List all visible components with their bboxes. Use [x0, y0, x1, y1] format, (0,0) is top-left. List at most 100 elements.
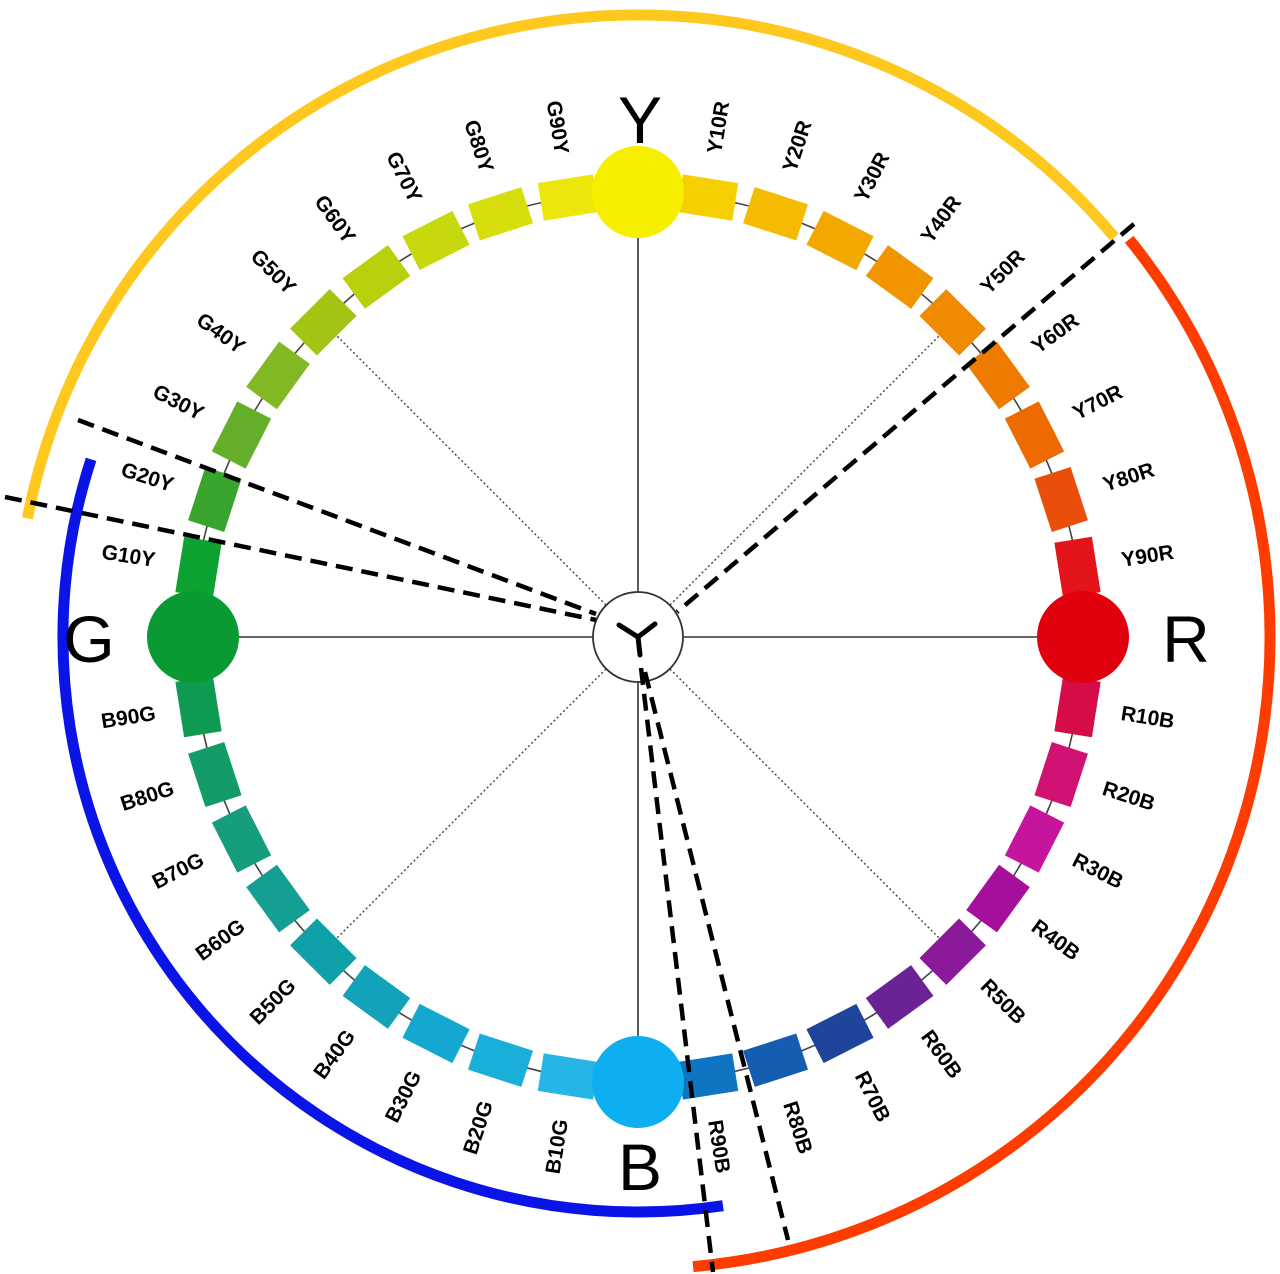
unique-hue-label-b: B — [618, 1130, 662, 1204]
hue-label-b70g: B70G — [149, 849, 208, 894]
hue-patch-g90y — [537, 174, 600, 221]
center-y-mark-left — [616, 622, 641, 640]
hue-patch-g20y — [188, 466, 242, 533]
hue-label-y70r: Y70R — [1069, 381, 1126, 425]
hue-label-y10r: Y10R — [703, 100, 734, 155]
unique-hue-dot-g — [147, 591, 239, 683]
dashed-line-yellow-blue — [4, 494, 597, 623]
hue-patch-r40b — [966, 864, 1030, 933]
center-y-mark — [616, 621, 658, 658]
hue-label-y30r: Y30R — [850, 149, 894, 206]
hue-label-g70y: G70Y — [381, 148, 426, 206]
hue-patch-b50g — [290, 918, 357, 985]
diagonal-guide-se — [669, 668, 954, 953]
hue-patch-g40y — [246, 341, 310, 410]
hue-patch-y30r — [806, 210, 874, 271]
dashed-line-green-blue — [77, 417, 597, 617]
hue-patch-y80r — [1034, 466, 1088, 533]
dashed-line-blue-red — [638, 667, 716, 1273]
unique-hue-dot-r — [1037, 591, 1129, 683]
diagonal-guide-nw — [322, 321, 607, 606]
hue-label-r60b: R60B — [916, 1026, 966, 1083]
hue-label-y50r: Y50R — [976, 245, 1029, 298]
hue-patch-g10y — [175, 536, 222, 599]
unique-hue-label-r: R — [1162, 602, 1210, 676]
hue-patch-b10g — [537, 1053, 600, 1100]
hue-label-y80r: Y80R — [1100, 458, 1157, 496]
hue-label-r10b: R10B — [1119, 702, 1176, 733]
hue-patch-y20r — [742, 187, 809, 241]
hue-patch-y60r — [966, 341, 1030, 410]
hue-label-g80y: G80Y — [459, 117, 497, 175]
diagonal-guide-ne — [669, 321, 954, 606]
hue-label-y20r: Y20R — [778, 118, 816, 175]
unique-hue-label-y: Y — [618, 83, 662, 157]
hue-patches — [175, 174, 1101, 1100]
dashed-line-yellow-red — [675, 222, 1136, 614]
hue-patch-r60b — [865, 965, 934, 1029]
hue-label-g20y: G20Y — [118, 458, 176, 496]
center-y-mark-right — [635, 621, 658, 640]
hue-label-g40y: G40Y — [192, 309, 249, 359]
hue-patch-b40g — [342, 965, 411, 1029]
unique-hue-dot-y — [592, 146, 684, 238]
hue-label-r50b: R50B — [976, 975, 1030, 1029]
hue-label-g30y: G30Y — [149, 380, 207, 425]
hue-label-y90r: Y90R — [1120, 541, 1175, 572]
unique-hue-dot-b — [592, 1036, 684, 1128]
hue-patch-g80y — [467, 187, 534, 241]
hue-patch-b60g — [246, 864, 310, 933]
diagonal-guides — [322, 321, 954, 953]
hue-label-y60r: Y60R — [1027, 309, 1083, 358]
hue-patch-r80b — [742, 1033, 809, 1087]
hue-patch-b90g — [175, 675, 222, 738]
hue-label-r70b: R70B — [850, 1068, 895, 1126]
hue-label-r30b: R30B — [1069, 849, 1127, 894]
hue-label-r90b: R90B — [703, 1118, 734, 1175]
hue-patch-b70g — [211, 805, 272, 873]
hue-patch-y40r — [865, 245, 934, 309]
hue-patch-g30y — [211, 401, 272, 469]
hue-label-g60y: G60Y — [310, 191, 360, 248]
hue-label-r40b: R40B — [1027, 915, 1084, 965]
dashed-line-red-blue — [642, 671, 791, 1241]
hue-label-g50y: G50Y — [246, 245, 300, 299]
hue-label-r20b: R20B — [1100, 777, 1158, 815]
hue-patch-r10b — [1054, 675, 1101, 738]
hue-patch-b80g — [188, 741, 242, 808]
hue-label-g90y: G90Y — [542, 99, 573, 156]
center-y-mark-stem — [635, 634, 643, 658]
hue-patch-y50r — [919, 289, 986, 356]
hue-label-r80b: R80B — [778, 1099, 816, 1157]
hue-patch-y70r — [1004, 401, 1065, 469]
hue-label-b80g: B80G — [118, 777, 177, 816]
hue-patch-g70y — [402, 210, 470, 271]
dashed-boundaries — [4, 222, 1136, 1273]
unique-hue-dots — [147, 146, 1129, 1128]
hue-label-g10y: G10Y — [100, 541, 157, 572]
hue-label-b40g: B40G — [309, 1026, 360, 1084]
hue-patch-y10r — [676, 174, 739, 221]
hue-label-b50g: B50G — [246, 974, 301, 1029]
hue-patch-r50b — [919, 918, 986, 985]
hue-patch-b30g — [402, 1003, 470, 1064]
yellow-arc — [22, 9, 1119, 520]
hue-patch-g50y — [290, 289, 357, 356]
hue-label-b90g: B90G — [100, 702, 158, 733]
hue-label-b20g: B20G — [459, 1098, 498, 1157]
hue-label-y40r: Y40R — [917, 191, 966, 247]
hue-patch-r20b — [1034, 741, 1088, 808]
outer-arcs — [22, 9, 1276, 1273]
axes — [234, 228, 1042, 1045]
hue-label-b10g: B10G — [542, 1118, 573, 1176]
hue-patch-b20g — [467, 1033, 534, 1087]
hue-patch-r30b — [1004, 805, 1065, 873]
diagonal-guide-sw — [322, 668, 607, 953]
hue-patch-g60y — [342, 245, 411, 309]
hue-label-b60g: B60G — [192, 915, 250, 966]
hue-patch-r70b — [806, 1003, 874, 1064]
red-arc — [692, 235, 1276, 1273]
hue-patch-y90r — [1054, 536, 1101, 599]
unique-hue-label-g: G — [63, 602, 114, 676]
